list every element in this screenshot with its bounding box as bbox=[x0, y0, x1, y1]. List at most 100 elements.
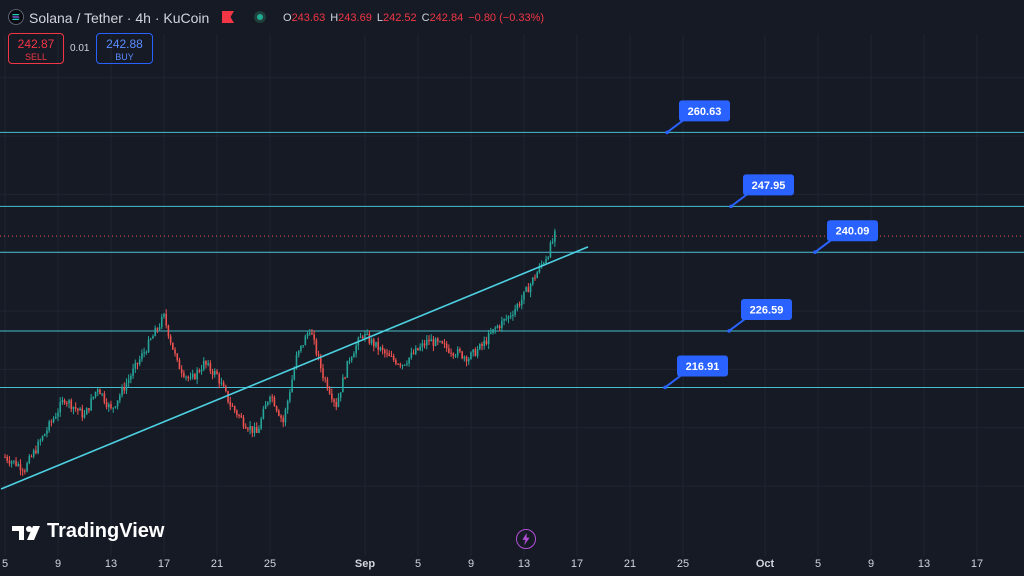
callout-box bbox=[679, 100, 730, 122]
candle-body bbox=[280, 415, 282, 418]
candle-body bbox=[403, 364, 406, 366]
callout-label: 216.91 bbox=[686, 361, 720, 373]
candle-body bbox=[79, 408, 81, 411]
candle-body bbox=[247, 428, 249, 430]
x-tick-label: 9 bbox=[54, 558, 62, 570]
candle-body bbox=[401, 365, 404, 367]
candle-body bbox=[397, 363, 399, 365]
candle-body bbox=[249, 426, 251, 430]
candle-body bbox=[344, 377, 346, 379]
candle-body bbox=[531, 277, 534, 285]
candle-body bbox=[370, 339, 373, 344]
candle-body bbox=[304, 336, 307, 346]
x-tick-label: 5 bbox=[814, 558, 822, 570]
x-tick-label: 9 bbox=[867, 558, 875, 570]
candle-body bbox=[295, 355, 298, 369]
callout-anchor bbox=[813, 250, 817, 255]
chart-header: Solana / Tether · 4h · KuCoin O243.63 H24… bbox=[0, 0, 1024, 34]
candle-body bbox=[423, 343, 426, 346]
candle-body bbox=[275, 406, 278, 411]
candle-body bbox=[430, 339, 433, 342]
x-tick-label: 17 bbox=[970, 558, 984, 570]
lightning-icon[interactable] bbox=[516, 529, 536, 549]
candle-body bbox=[240, 415, 243, 418]
level-callouts[interactable]: 260.63 247.95 240.09 226.59 216.91 bbox=[663, 100, 878, 390]
candle-body bbox=[185, 376, 187, 378]
candle-body bbox=[35, 450, 37, 454]
candles bbox=[4, 228, 556, 476]
candle-body bbox=[523, 291, 525, 300]
callout-box bbox=[677, 355, 728, 377]
candle-body bbox=[211, 370, 214, 375]
x-axis: 5 9 13 17 21 25 Sep 5 9 13 17 21 25 Oct … bbox=[0, 556, 1024, 576]
level-callout: 260.63 bbox=[665, 100, 730, 135]
candle-body bbox=[428, 339, 430, 342]
candle-body bbox=[520, 299, 523, 306]
candle-body bbox=[359, 336, 362, 339]
candle-body bbox=[379, 347, 382, 350]
candle-body bbox=[467, 359, 470, 362]
candle-body bbox=[498, 325, 501, 329]
candle-body bbox=[313, 334, 315, 340]
candle-body bbox=[306, 333, 309, 337]
candle-body bbox=[421, 343, 424, 347]
candle-body bbox=[207, 363, 209, 365]
trendline[interactable] bbox=[0, 246, 589, 490]
change-value: −0.80 (−0.33%) bbox=[468, 12, 545, 24]
callout-label: 240.09 bbox=[836, 226, 870, 238]
candle-body bbox=[229, 401, 232, 406]
candle-body bbox=[311, 333, 313, 335]
candle-body bbox=[191, 374, 194, 378]
candle-body bbox=[174, 349, 176, 354]
level-callout: 216.91 bbox=[663, 355, 728, 390]
candle-body bbox=[346, 360, 349, 378]
candle-body bbox=[244, 426, 247, 429]
candle-body bbox=[189, 377, 192, 379]
price-chart[interactable]: 260.63 247.95 240.09 226.59 216.91 bbox=[0, 0, 1024, 556]
candle-body bbox=[353, 353, 355, 358]
candle-body bbox=[516, 304, 519, 310]
candle-body bbox=[496, 325, 499, 328]
x-tick-label: 13 bbox=[517, 558, 531, 570]
candle-body bbox=[291, 379, 293, 393]
candle-body bbox=[194, 374, 196, 380]
level-callout: 240.09 bbox=[813, 220, 878, 255]
candle-body bbox=[452, 353, 455, 356]
candle-body bbox=[319, 355, 322, 369]
callout-anchor bbox=[665, 130, 669, 135]
x-tick-label: 9 bbox=[467, 558, 475, 570]
callout-pointer bbox=[666, 119, 684, 134]
candle-body bbox=[72, 406, 75, 410]
candle-body bbox=[509, 315, 512, 317]
candle-body bbox=[258, 428, 260, 433]
candle-body bbox=[476, 349, 479, 356]
candle-body bbox=[381, 347, 384, 351]
candle-body bbox=[375, 341, 377, 347]
candle-body bbox=[448, 348, 450, 353]
candle-body bbox=[61, 400, 64, 402]
callout-pointer bbox=[814, 239, 832, 254]
candle-body bbox=[293, 368, 296, 380]
open-key: O bbox=[283, 12, 292, 24]
candle-body bbox=[70, 400, 73, 410]
x-tick-label: 5 bbox=[414, 558, 422, 570]
candle-body bbox=[13, 460, 15, 462]
sell-button[interactable]: 242.87 SELL bbox=[8, 33, 64, 64]
horizontal-levels[interactable] bbox=[0, 131, 1024, 388]
x-tick-label: 5 bbox=[1, 558, 9, 570]
callout-box bbox=[827, 220, 878, 242]
flag-icon[interactable] bbox=[221, 10, 235, 24]
symbol-title[interactable]: Solana / Tether · 4h · KuCoin bbox=[29, 10, 210, 26]
buy-button[interactable]: 242.88 BUY bbox=[96, 33, 153, 64]
market-status-icon bbox=[254, 11, 266, 23]
candle-body bbox=[130, 376, 132, 380]
candle-body bbox=[501, 320, 503, 329]
callout-anchor bbox=[729, 204, 733, 209]
callout-box bbox=[741, 298, 792, 320]
candle-body bbox=[39, 440, 42, 442]
candle-body bbox=[101, 393, 103, 395]
candle-body bbox=[326, 379, 329, 389]
candle-body bbox=[432, 339, 435, 346]
candle-body bbox=[19, 464, 22, 471]
candle-body bbox=[450, 352, 452, 354]
